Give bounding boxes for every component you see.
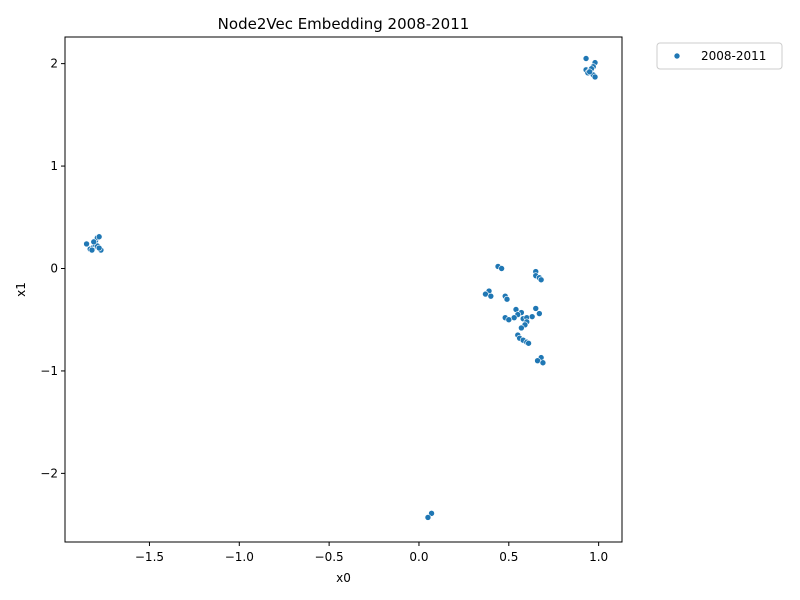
data-point xyxy=(537,276,545,284)
plot-area xyxy=(64,36,623,543)
x-tick-label: −0.5 xyxy=(315,550,344,564)
data-point xyxy=(586,68,593,76)
y-tick-label: 1 xyxy=(50,159,58,173)
data-point xyxy=(505,316,513,324)
y-axis-ticks: −2 −1 0 1 2 xyxy=(40,57,65,480)
x-tick-label: −1.0 xyxy=(225,550,254,564)
x-axis-label: x0 xyxy=(336,571,351,585)
data-point xyxy=(539,359,547,367)
x-tick-label: 0.5 xyxy=(499,550,518,564)
data-point xyxy=(528,313,536,320)
x-tick-label: −1.5 xyxy=(135,550,164,564)
data-point xyxy=(498,265,505,272)
data-point xyxy=(90,238,98,246)
data-point xyxy=(591,73,599,81)
data-point xyxy=(532,305,540,312)
y-tick-label: 0 xyxy=(50,262,58,276)
data-point xyxy=(582,55,590,62)
legend-marker xyxy=(673,52,681,60)
x-tick-label: 0.0 xyxy=(409,550,428,564)
data-point xyxy=(88,246,96,254)
y-tick-label: −2 xyxy=(40,466,58,480)
chart-title: Node2Vec Embedding 2008-2011 xyxy=(218,15,470,33)
legend-label: 2008-2011 xyxy=(701,49,766,63)
legend-box xyxy=(656,42,783,70)
data-point xyxy=(95,244,103,252)
data-point xyxy=(525,339,532,347)
data-points xyxy=(83,55,599,521)
y-tick-label: 2 xyxy=(50,57,58,71)
data-point xyxy=(518,324,525,332)
y-axis-label: x1 xyxy=(14,282,28,297)
x-axis-ticks: −1.5 −1.0 −0.5 0.0 0.5 1.0 xyxy=(135,542,608,564)
data-point xyxy=(424,514,432,521)
data-point xyxy=(428,510,435,517)
legend: 2008-2011 xyxy=(656,42,783,70)
data-point xyxy=(487,292,495,300)
data-point xyxy=(95,233,103,241)
data-point xyxy=(536,310,543,317)
y-tick-label: −1 xyxy=(40,364,58,378)
x-tick-label: 1.0 xyxy=(589,550,608,564)
data-point xyxy=(503,295,511,303)
data-point xyxy=(83,240,90,248)
